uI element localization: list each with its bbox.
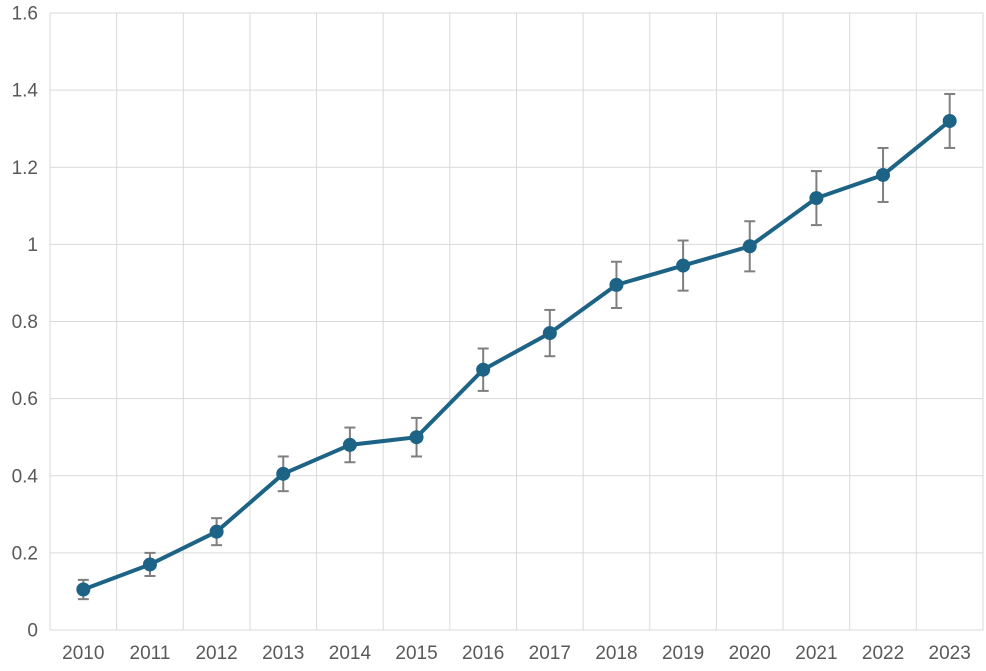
- y-axis-tick-label: 1: [27, 235, 38, 256]
- x-axis-tick-label: 2010: [62, 643, 104, 664]
- data-point-marker: [409, 430, 424, 445]
- data-point-marker: [542, 326, 557, 341]
- y-axis-tick-label: 0.4: [12, 466, 39, 487]
- x-axis-tick-label: 2016: [462, 643, 504, 664]
- y-axis-tick-label: 1.6: [12, 4, 38, 25]
- x-axis-tick-label: 2014: [329, 643, 372, 664]
- x-axis-tick-label: 2020: [729, 643, 771, 664]
- series-line: [81, 118, 952, 592]
- y-axis-tick-label: 0.2: [12, 543, 38, 564]
- data-point-marker: [609, 277, 624, 292]
- data-point-marker: [76, 582, 91, 597]
- x-axis-tick-label: 2011: [130, 643, 171, 664]
- x-axis-tick-label: 2023: [929, 643, 971, 664]
- data-point-marker: [142, 557, 157, 572]
- data-point-marker: [209, 524, 224, 539]
- data-point-marker: [276, 466, 291, 481]
- x-axis-tick-label: 2013: [262, 643, 304, 664]
- x-axis-tick-label: 2019: [662, 643, 704, 664]
- data-point-marker: [809, 191, 824, 206]
- x-axis-tick-label: 2021: [795, 643, 837, 664]
- data-point-marker: [676, 258, 691, 273]
- x-axis-tick-label: 2015: [395, 643, 437, 664]
- data-point-marker: [942, 113, 957, 128]
- y-axis-tick-label: 1.4: [12, 81, 39, 102]
- y-axis-tick-label: 1.2: [12, 158, 38, 179]
- x-axis-tick-label: 2012: [195, 643, 237, 664]
- x-axis-tick-label: 2018: [595, 643, 637, 664]
- y-axis-tick-label: 0.6: [12, 389, 38, 410]
- data-point-marker: [876, 167, 891, 182]
- x-axis-tick-label: 2017: [529, 643, 571, 664]
- data-point-marker: [742, 239, 757, 254]
- data-point-marker: [476, 362, 491, 377]
- data-point-marker: [342, 437, 357, 452]
- x-axis-tick-label: 2022: [862, 643, 904, 664]
- y-axis-tick-label: 0.8: [12, 312, 38, 333]
- y-axis-tick-label: 0: [27, 621, 38, 642]
